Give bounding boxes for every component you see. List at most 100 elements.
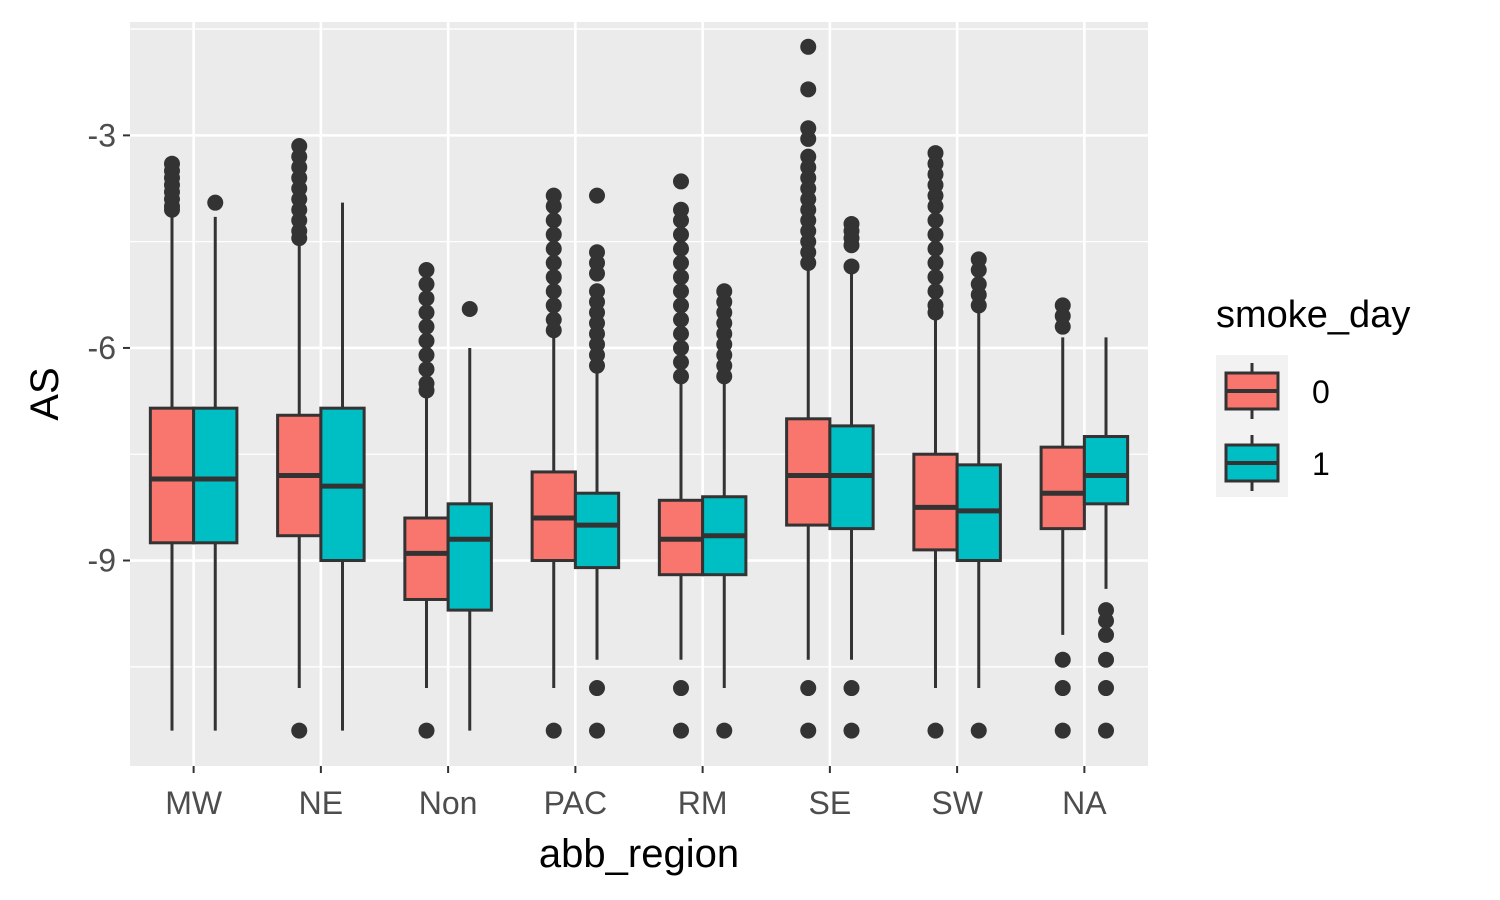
boxes-layer bbox=[148, 38, 1130, 739]
outlier-point bbox=[1054, 651, 1071, 668]
box-MW-series-1 bbox=[192, 194, 239, 731]
outlier-point bbox=[418, 361, 435, 378]
box-NE-series-1 bbox=[319, 202, 366, 731]
outlier-point bbox=[418, 382, 435, 399]
box-NA-series-0 bbox=[1039, 297, 1086, 739]
outlier-point bbox=[545, 226, 562, 243]
outlier-point bbox=[418, 347, 435, 364]
outlier-point bbox=[927, 198, 944, 215]
outlier-point bbox=[800, 254, 817, 271]
outlier-point bbox=[545, 722, 562, 739]
outlier-point bbox=[927, 226, 944, 243]
outlier-point bbox=[589, 357, 606, 374]
outlier-point bbox=[927, 283, 944, 300]
y-axis-title: AS bbox=[23, 367, 67, 420]
outlier-point bbox=[672, 283, 689, 300]
outlier-point bbox=[291, 722, 308, 739]
box-SE-series-1 bbox=[828, 215, 875, 739]
box-iqr bbox=[785, 417, 832, 527]
box-Non-series-1 bbox=[446, 300, 493, 731]
y-tick-label: -6 bbox=[88, 330, 116, 366]
outlier-point bbox=[843, 237, 860, 254]
outlier-point bbox=[545, 322, 562, 339]
outlier-point bbox=[843, 258, 860, 275]
outlier-point bbox=[672, 269, 689, 286]
outlier-point bbox=[1098, 722, 1115, 739]
outlier-point bbox=[927, 254, 944, 271]
outlier-point bbox=[672, 254, 689, 271]
outlier-point bbox=[1098, 626, 1115, 643]
outlier-point bbox=[970, 722, 987, 739]
outlier-point bbox=[927, 212, 944, 229]
box-iqr bbox=[192, 406, 239, 545]
outlier-point bbox=[843, 680, 860, 697]
outlier-point bbox=[545, 269, 562, 286]
outlier-point bbox=[672, 311, 689, 328]
outlier-point bbox=[207, 194, 224, 211]
y-tick-label: -9 bbox=[88, 543, 116, 579]
x-tick-label: SE bbox=[809, 785, 852, 821]
y-axis: -3 -6 -9 bbox=[88, 117, 130, 579]
outlier-point bbox=[970, 297, 987, 314]
outlier-point bbox=[1098, 680, 1115, 697]
box-RM-series-1 bbox=[701, 283, 748, 739]
legend-label: 1 bbox=[1312, 446, 1330, 482]
outlier-point bbox=[1098, 651, 1115, 668]
x-tick-label: SW bbox=[931, 785, 983, 821]
outlier-point bbox=[461, 300, 478, 317]
outlier-point bbox=[672, 226, 689, 243]
box-iqr bbox=[446, 502, 493, 612]
outlier-point bbox=[672, 240, 689, 257]
outlier-point bbox=[589, 265, 606, 282]
x-tick-label: PAC bbox=[544, 785, 607, 821]
box-NE-series-0 bbox=[276, 138, 323, 739]
outlier-point bbox=[163, 201, 180, 218]
panel-background bbox=[130, 22, 1148, 766]
outlier-point bbox=[589, 680, 606, 697]
box-iqr bbox=[1039, 445, 1086, 531]
outlier-point bbox=[545, 254, 562, 271]
outlier-point bbox=[418, 722, 435, 739]
outlier-point bbox=[1098, 612, 1115, 629]
box-SE-series-0 bbox=[785, 38, 832, 739]
outlier-point bbox=[672, 368, 689, 385]
x-tick-label: NA bbox=[1062, 785, 1107, 821]
outlier-point bbox=[589, 722, 606, 739]
box-PAC-series-0 bbox=[530, 187, 577, 739]
box-iqr bbox=[403, 516, 450, 601]
outlier-point bbox=[545, 198, 562, 215]
outlier-point bbox=[545, 240, 562, 257]
outlier-point bbox=[545, 283, 562, 300]
outlier-point bbox=[800, 81, 817, 98]
legend-label: 0 bbox=[1312, 374, 1330, 410]
outlier-point bbox=[927, 269, 944, 286]
outlier-point bbox=[672, 173, 689, 190]
outlier-point bbox=[418, 276, 435, 293]
outlier-point bbox=[418, 332, 435, 349]
outlier-point bbox=[1054, 722, 1071, 739]
outlier-point bbox=[589, 187, 606, 204]
box-PAC-series-1 bbox=[573, 187, 621, 739]
x-tick-label: NE bbox=[299, 785, 343, 821]
outlier-point bbox=[843, 722, 860, 739]
legend-title: smoke_day bbox=[1216, 294, 1410, 336]
box-Non-series-0 bbox=[403, 262, 450, 739]
x-tick-label: RM bbox=[678, 785, 728, 821]
box-SW-series-1 bbox=[955, 251, 1002, 739]
outlier-point bbox=[672, 722, 689, 739]
outlier-point bbox=[672, 212, 689, 229]
outlier-point bbox=[1054, 680, 1071, 697]
x-axis-title: abb_region bbox=[539, 832, 739, 876]
legend: smoke_day 0 1 bbox=[1216, 294, 1410, 497]
box-iqr bbox=[912, 452, 959, 552]
outlier-point bbox=[927, 722, 944, 739]
outlier-point bbox=[927, 240, 944, 257]
outlier-point bbox=[800, 680, 817, 697]
x-tick-label: Non bbox=[419, 785, 478, 821]
outlier-point bbox=[672, 680, 689, 697]
outlier-point bbox=[672, 354, 689, 371]
outlier-point bbox=[291, 230, 308, 247]
y-tick-label: -3 bbox=[88, 117, 116, 153]
outlier-point bbox=[545, 297, 562, 314]
